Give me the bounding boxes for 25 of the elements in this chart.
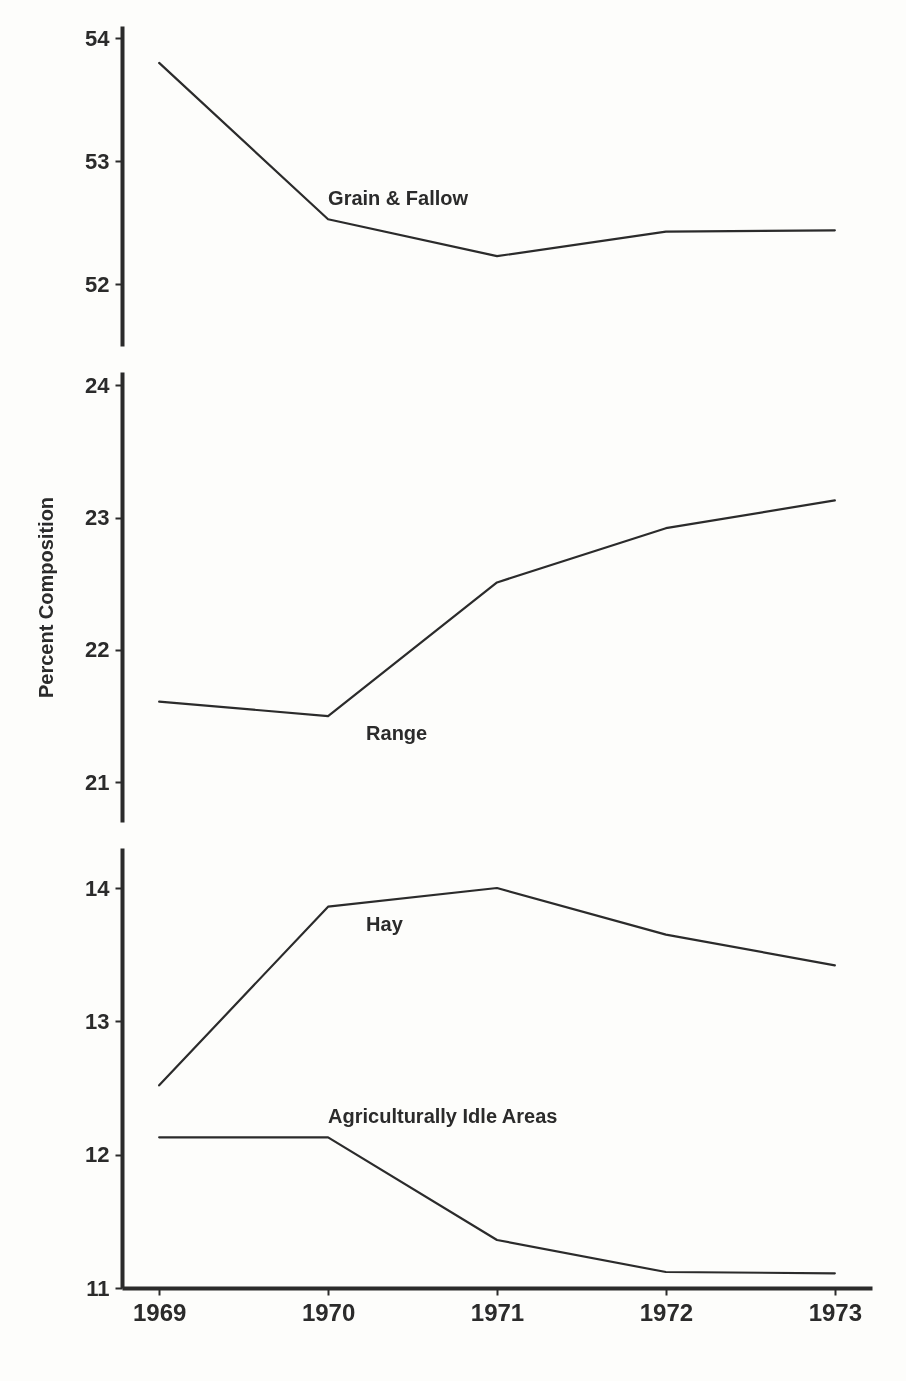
- y-tick-label: 24: [85, 372, 111, 398]
- y-tick-label: 21: [85, 769, 110, 795]
- line-series: [158, 1136, 836, 1275]
- y-tick-label: 53: [85, 148, 110, 174]
- y-tick-label: 22: [85, 637, 110, 663]
- x-tick-label: 1969: [132, 1298, 187, 1326]
- y-tick-label: 12: [85, 1142, 110, 1168]
- x-tick-label: 1973: [808, 1298, 863, 1326]
- y-tick-label: 13: [85, 1008, 110, 1034]
- x-tick-label: 1972: [639, 1298, 694, 1326]
- series-label: Grain & Fallow: [328, 187, 469, 210]
- series-label: Hay: [366, 912, 404, 935]
- y-tick-label: 14: [85, 875, 111, 901]
- line-series: [158, 499, 836, 718]
- series-label: Agriculturally Idle Areas: [328, 1105, 558, 1128]
- y-tick-label: 54: [85, 25, 111, 51]
- x-tick-label: 1970: [301, 1298, 356, 1326]
- y-tick-label: 52: [85, 271, 110, 297]
- y-tick-label: 11: [86, 1275, 110, 1301]
- line-series: [158, 61, 836, 258]
- y-axis-title: Percent Composition: [35, 496, 58, 699]
- x-tick-label: 1971: [470, 1298, 525, 1326]
- series-label: Range: [366, 722, 428, 745]
- line-series: [158, 886, 836, 1087]
- y-tick-label: 23: [85, 505, 110, 531]
